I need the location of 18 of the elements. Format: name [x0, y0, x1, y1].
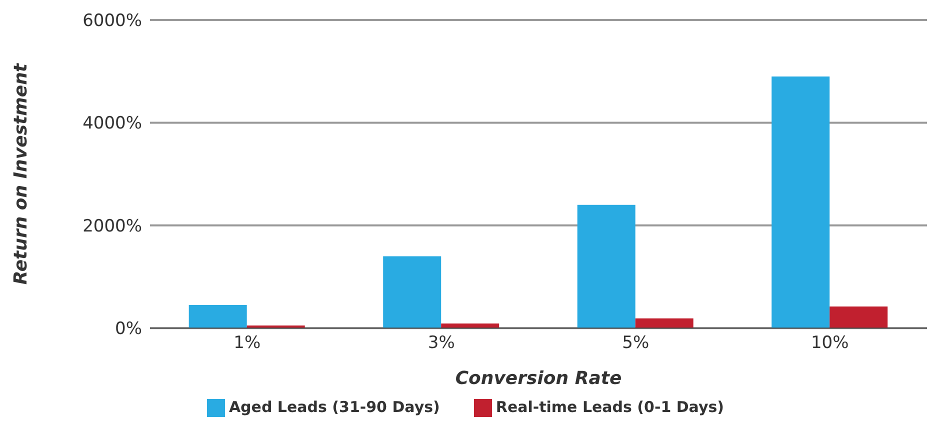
bar	[188, 305, 247, 328]
x-tick-label: 5%	[622, 333, 650, 354]
y-tick-label: 0%	[115, 319, 142, 340]
x-tick-label: 1%	[234, 333, 261, 354]
y-tick-label: 4000%	[82, 114, 142, 134]
y-axis-title: Return on Investment	[10, 62, 32, 285]
bar	[830, 306, 888, 328]
legend-label: Aged Leads (31-90 Days)	[228, 398, 440, 416]
y-tick-label: 2000%	[82, 216, 142, 236]
bar	[577, 204, 636, 328]
bar	[772, 76, 830, 328]
x-tick-label: 3%	[428, 333, 455, 354]
bar	[383, 256, 442, 328]
bar	[635, 318, 694, 328]
legend-label: Real-time Leads (0-1 Days)	[496, 398, 724, 416]
y-tick-label: 6000%	[82, 11, 142, 32]
x-axis-title: Conversion Rate	[455, 368, 622, 390]
x-tick-label: 10%	[810, 333, 849, 354]
